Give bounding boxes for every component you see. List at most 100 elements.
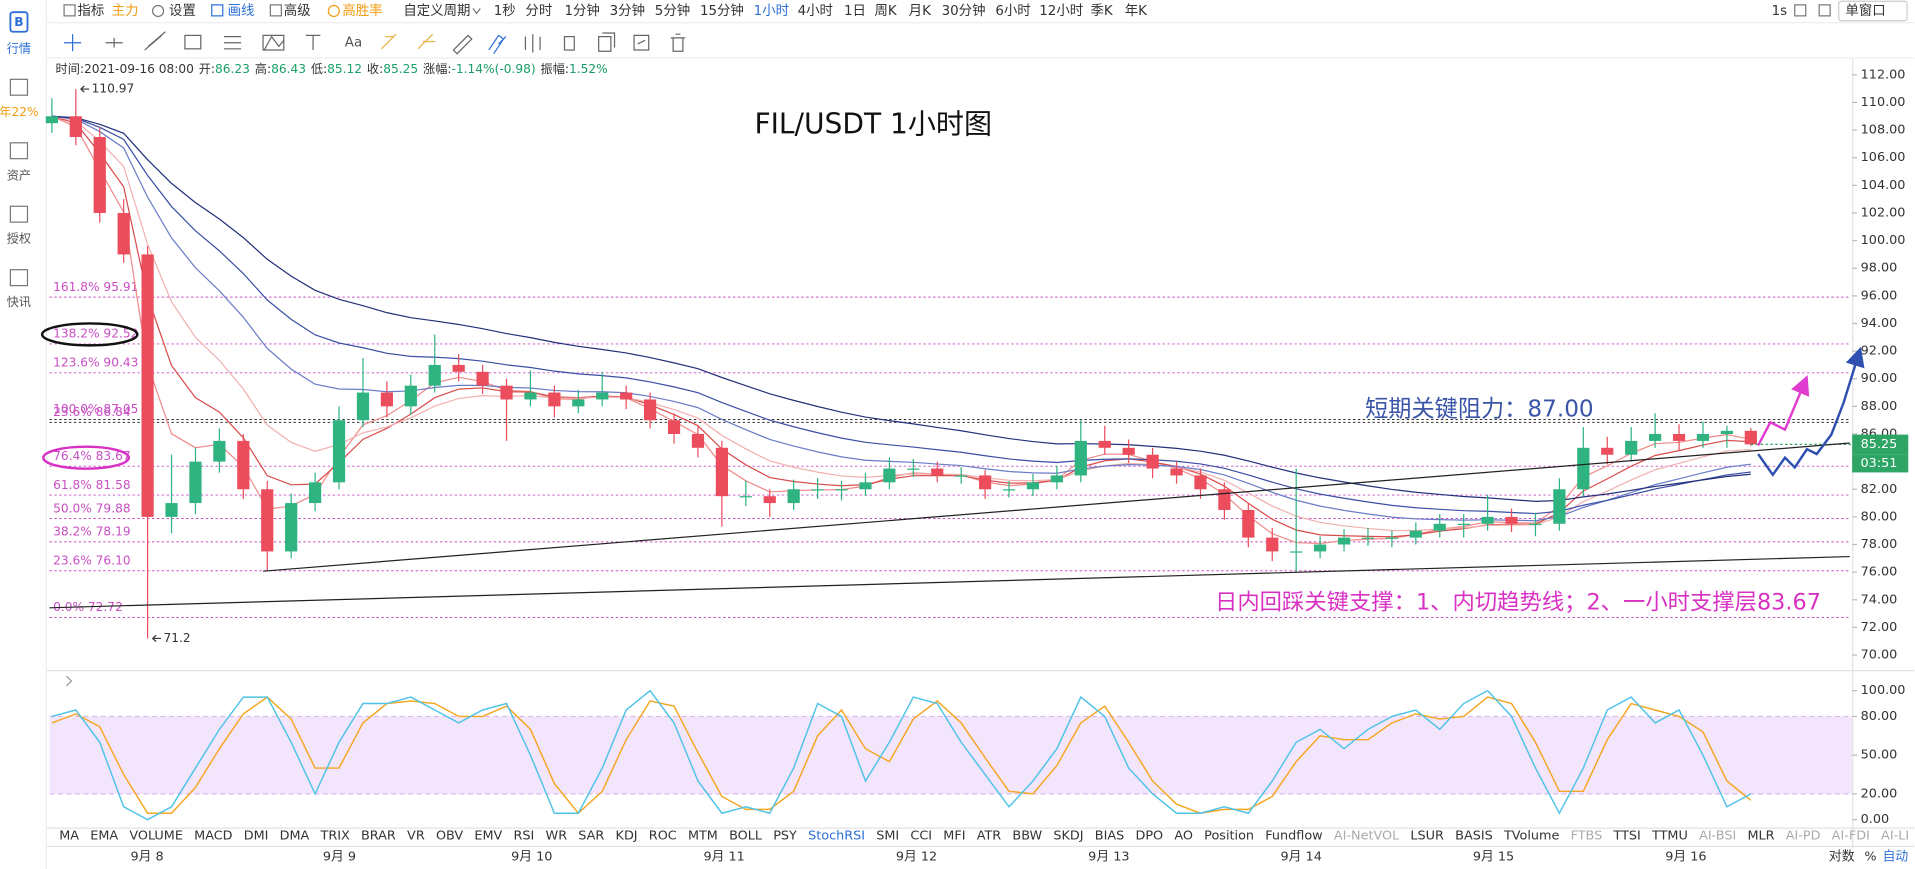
period[interactable]: 12小时 — [1039, 3, 1083, 19]
indicator-tab[interactable]: PSY — [773, 829, 797, 844]
period[interactable]: 季K — [1091, 3, 1114, 19]
font-tool[interactable]: Aa — [345, 36, 362, 51]
toolbar-item[interactable]: 高胜率 — [342, 2, 382, 19]
indicator-tab[interactable]: ROC — [649, 829, 677, 844]
indicator-tab[interactable]: SAR — [578, 829, 604, 844]
indicator-tab[interactable]: BBW — [1012, 829, 1042, 844]
pattern-tool[interactable] — [262, 34, 285, 51]
indicator-tab[interactable]: MLR — [1747, 829, 1774, 844]
tool[interactable] — [417, 33, 436, 50]
delete-tool[interactable] — [670, 33, 686, 52]
icon[interactable] — [1794, 4, 1807, 17]
period[interactable]: 年K — [1125, 3, 1148, 19]
sidebar-item[interactable]: 行情 — [7, 41, 31, 55]
toolbar-item[interactable]: 画线 — [228, 3, 255, 19]
indicator-tab[interactable]: BASIS — [1455, 829, 1493, 844]
indicator-tab[interactable]: DMI — [244, 829, 269, 844]
indicator-tab[interactable]: BRAR — [361, 829, 396, 844]
indicator-tab[interactable]: StochRSI — [808, 829, 865, 844]
auto-toggle[interactable]: 自动 — [1883, 849, 1909, 864]
indicator-tab[interactable]: TRIX — [320, 829, 350, 844]
indicator-tab[interactable]: EMV — [474, 829, 502, 844]
period[interactable]: 3分钟 — [610, 2, 645, 19]
rect-tool[interactable] — [184, 34, 202, 50]
indicator-tab[interactable]: KDJ — [616, 829, 638, 844]
indicator-tab[interactable]: AI-BSI — [1699, 829, 1736, 844]
period[interactable]: 4小时 — [798, 3, 833, 19]
line-tool[interactable] — [105, 37, 123, 48]
logo-icon[interactable] — [9, 11, 29, 33]
indicator-tab[interactable]: MTM — [688, 829, 718, 844]
indicator-tab[interactable]: VOLUME — [129, 829, 183, 844]
period[interactable]: 月K — [909, 4, 932, 19]
ruler-tool[interactable] — [452, 34, 473, 55]
log-toggle[interactable]: 对数 — [1829, 849, 1855, 864]
refresh[interactable]: 1s — [1772, 4, 1788, 19]
indicator-tab[interactable]: AI-LI — [1881, 829, 1909, 844]
toolbar-item[interactable]: 主力 — [112, 3, 139, 19]
collapse-icon[interactable] — [66, 675, 73, 687]
text-tool[interactable] — [305, 34, 321, 51]
icon[interactable] — [1818, 4, 1831, 17]
period[interactable]: 周K — [875, 4, 898, 19]
indicator-tab[interactable]: AI-FDI — [1832, 829, 1870, 844]
sidebar-item[interactable]: 年22% — [0, 105, 39, 119]
indicator-tab[interactable]: Position — [1204, 829, 1254, 844]
period[interactable]: 1小时 — [754, 3, 789, 19]
bars-tool[interactable] — [524, 34, 541, 53]
toolbar-item[interactable]: 高级 — [284, 2, 311, 19]
period[interactable]: 1日 — [844, 4, 866, 19]
indicator-tab[interactable]: AO — [1174, 829, 1193, 844]
toolbar-item[interactable]: 设置 — [169, 3, 196, 19]
indicator-tab[interactable]: ATR — [977, 829, 1002, 844]
period[interactable]: 分时 — [525, 3, 552, 19]
indicator-tab[interactable]: OBV — [436, 829, 463, 844]
icon[interactable] — [9, 269, 29, 287]
indicator-tab[interactable]: VR — [407, 829, 425, 844]
tool[interactable] — [380, 33, 397, 50]
window-mode[interactable]: 单窗口 — [1845, 2, 1885, 19]
icon[interactable] — [9, 78, 29, 96]
indicator-tab[interactable]: Fundflow — [1265, 829, 1322, 844]
toolbar-item[interactable]: 指标 — [78, 3, 105, 19]
indicator-tab[interactable]: SMI — [876, 829, 899, 844]
fib-tool[interactable] — [223, 36, 242, 50]
lock-tool[interactable] — [563, 36, 575, 51]
indicator-tab[interactable]: RSI — [514, 829, 535, 844]
logo[interactable]: B — [14, 15, 23, 29]
indicator-tab[interactable]: SKDJ — [1053, 829, 1083, 844]
icon[interactable] — [9, 142, 29, 160]
icon[interactable] — [327, 4, 340, 18]
indicator-tab[interactable]: MA — [59, 829, 79, 844]
pen-tool[interactable] — [488, 34, 507, 55]
indicator-tab[interactable]: DMA — [280, 829, 310, 844]
period[interactable]: 30分钟 — [942, 2, 986, 19]
indicator-tab[interactable]: LSUR — [1410, 829, 1444, 844]
edit-tool[interactable] — [633, 34, 650, 51]
icon[interactable] — [9, 205, 29, 223]
period[interactable]: 6小时 — [995, 3, 1030, 19]
period[interactable]: 1秒 — [494, 3, 516, 19]
channel-tool[interactable] — [144, 31, 166, 51]
icon[interactable] — [211, 4, 224, 17]
period[interactable]: 15分钟 — [700, 2, 744, 19]
indicator-tab[interactable]: AI-NetVOL — [1334, 829, 1400, 844]
indicator-tab[interactable]: BOLL — [729, 829, 763, 844]
indicator-tab[interactable]: DPO — [1135, 829, 1163, 844]
indicator-tab[interactable]: MFI — [943, 829, 965, 844]
sidebar-item[interactable]: 快讯 — [7, 295, 31, 309]
indicator-tab[interactable]: TVolume — [1503, 829, 1560, 844]
crosshair-tool[interactable] — [64, 34, 82, 52]
window-box[interactable] — [1838, 0, 1908, 22]
icon[interactable] — [269, 4, 282, 17]
indicator-tab[interactable]: EMA — [90, 829, 118, 844]
percent-toggle[interactable]: % — [1864, 849, 1876, 864]
period[interactable]: 5分钟 — [655, 2, 690, 19]
icon[interactable] — [63, 4, 76, 17]
sidebar-item[interactable]: 资产 — [7, 168, 31, 182]
copy-tool[interactable] — [598, 32, 616, 52]
period[interactable]: 1分钟 — [564, 2, 599, 19]
indicator-tab[interactable]: AI-PD — [1786, 829, 1821, 844]
indicator-tab[interactable]: TTSI — [1612, 829, 1640, 844]
indicator-tab[interactable]: BIAS — [1095, 829, 1124, 844]
